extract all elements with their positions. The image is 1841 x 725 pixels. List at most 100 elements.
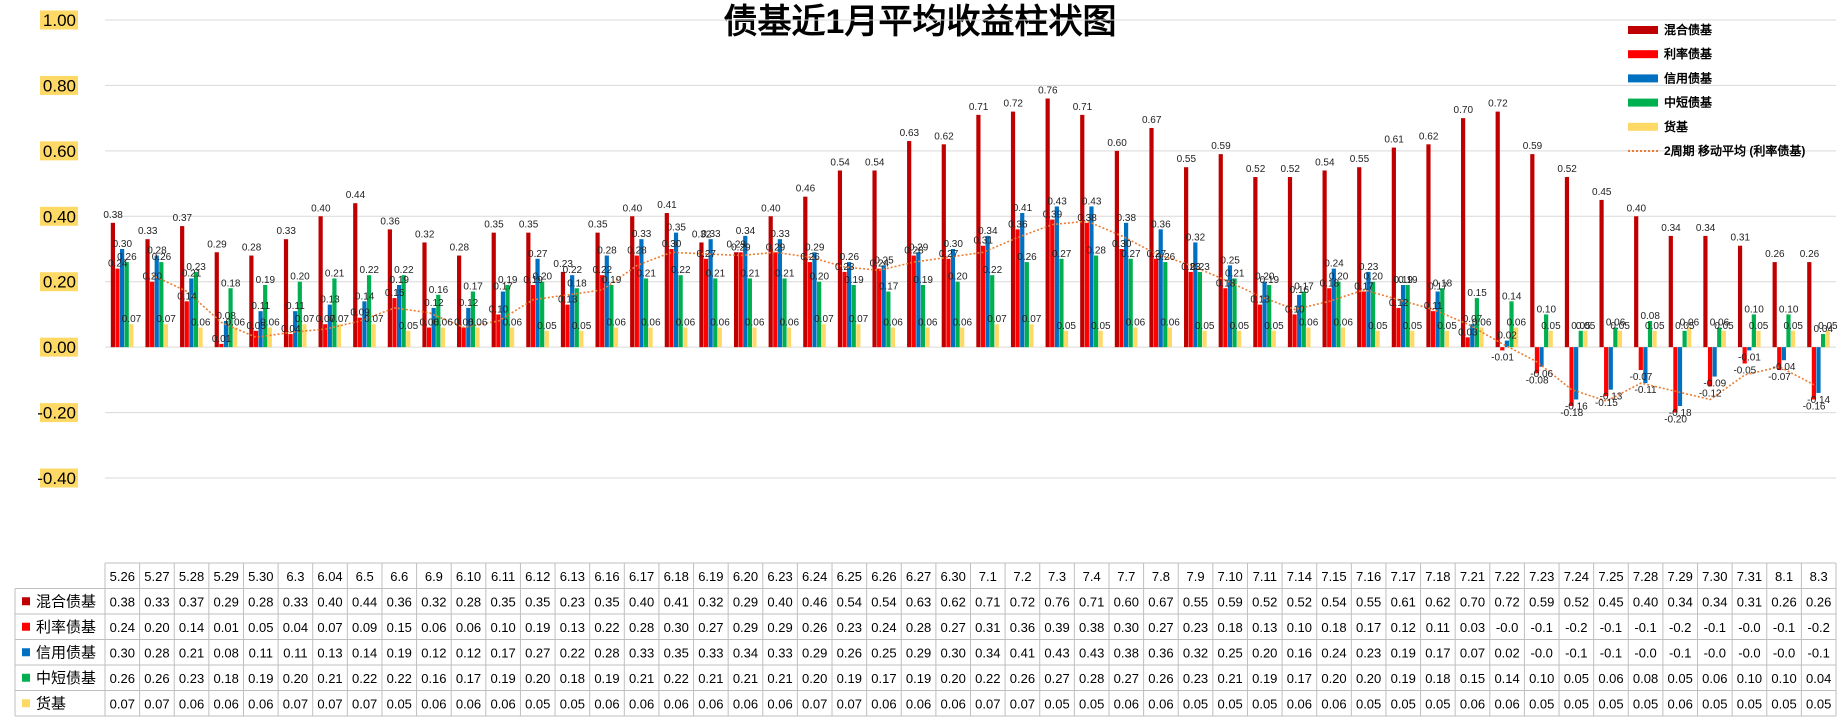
bar bbox=[293, 311, 298, 348]
table-cell: 0.05 bbox=[1252, 696, 1277, 711]
table-cell: 0.06 bbox=[1321, 696, 1346, 711]
table-row-label: 利率债基 bbox=[36, 619, 96, 636]
data-label: 0.05 bbox=[537, 321, 557, 332]
table-cell: 0.52 bbox=[1287, 594, 1312, 609]
table-cell: 0.05 bbox=[1356, 696, 1381, 711]
legend-swatch bbox=[1628, 50, 1658, 59]
data-label: 0.10 bbox=[1779, 304, 1799, 315]
bar bbox=[946, 258, 951, 348]
table-cell: 0.27 bbox=[1044, 671, 1069, 686]
bar bbox=[1751, 314, 1756, 348]
bar bbox=[1811, 347, 1816, 400]
table-cell: 0.28 bbox=[594, 645, 619, 660]
data-label: 0.15 bbox=[1467, 288, 1487, 299]
bar bbox=[1193, 242, 1198, 348]
table-cell: 0.08 bbox=[214, 645, 239, 660]
data-label: 0.17 bbox=[463, 282, 483, 293]
table-cell: 0.19 bbox=[387, 645, 412, 660]
data-label: 0.36 bbox=[380, 216, 400, 227]
data-label: 0.06 bbox=[745, 318, 765, 329]
table-cell: 0.23 bbox=[837, 620, 862, 635]
data-label: 0.45 bbox=[1592, 187, 1612, 198]
data-label: 0.26 bbox=[1156, 252, 1176, 263]
table-cell: 0.21 bbox=[179, 645, 204, 660]
data-label: 0.28 bbox=[147, 246, 167, 257]
table-cell: 0.20 bbox=[1252, 645, 1277, 660]
data-label: 0.10 bbox=[1744, 304, 1764, 315]
y-tick-highlight bbox=[40, 206, 78, 226]
category-label: 7.10 bbox=[1217, 569, 1242, 584]
data-label: 0.19 bbox=[256, 275, 276, 286]
table-cell: 0.06 bbox=[1668, 696, 1693, 711]
table-cell: 0.35 bbox=[525, 594, 550, 609]
bar bbox=[150, 281, 155, 348]
table-cell: 0.32 bbox=[421, 594, 446, 609]
bar bbox=[1163, 262, 1168, 348]
data-label: 0.52 bbox=[1557, 164, 1577, 175]
table-cell: 0.41 bbox=[664, 594, 689, 609]
table-cell: 0.29 bbox=[733, 594, 758, 609]
data-label: 0.35 bbox=[519, 220, 539, 231]
data-label: 0.34 bbox=[978, 226, 998, 237]
table-cell: 0.05 bbox=[1391, 696, 1416, 711]
bar bbox=[1297, 294, 1302, 348]
data-label: 0.41 bbox=[657, 200, 677, 211]
data-label: 0.07 bbox=[987, 314, 1007, 325]
data-label: 0.38 bbox=[1077, 213, 1097, 224]
category-label: 5.26 bbox=[110, 569, 135, 584]
data-label: -0.12 bbox=[1699, 388, 1722, 399]
table-cell: 0.06 bbox=[421, 620, 446, 635]
data-label: 0.07 bbox=[849, 314, 869, 325]
y-tick-label: -0.40 bbox=[37, 469, 76, 488]
bar bbox=[1405, 284, 1410, 348]
data-label: 0.05 bbox=[1784, 321, 1804, 332]
data-label: 0.06 bbox=[1680, 318, 1700, 329]
data-label: 0.02 bbox=[1497, 331, 1517, 342]
table-cell: 0.20 bbox=[802, 671, 827, 686]
data-label: -0.13 bbox=[1600, 392, 1623, 403]
table-cell: 0.19 bbox=[525, 620, 550, 635]
table-cell: 0.43 bbox=[1079, 645, 1104, 660]
data-label: 0.28 bbox=[450, 243, 470, 254]
data-label: 0.07 bbox=[364, 314, 384, 325]
chart-title: 债基近1月平均收益柱状图 bbox=[724, 3, 1117, 41]
data-label: 0.72 bbox=[1488, 99, 1508, 110]
table-cell: 0.45 bbox=[1598, 594, 1623, 609]
data-label: 0.18 bbox=[1216, 278, 1236, 289]
table-cell: 0.09 bbox=[352, 620, 377, 635]
table-cell: 0.28 bbox=[456, 594, 481, 609]
bar bbox=[1564, 177, 1570, 348]
bar bbox=[470, 291, 476, 348]
data-label: 0.14 bbox=[355, 291, 375, 302]
category-label: 6.10 bbox=[456, 569, 481, 584]
bar bbox=[1737, 245, 1743, 348]
data-label: 0.67 bbox=[1142, 115, 1162, 126]
table-cell: -0.0 bbox=[1773, 645, 1795, 660]
table-cell: 0.11 bbox=[249, 645, 273, 660]
bar bbox=[1167, 327, 1173, 348]
table-cell: 0.44 bbox=[352, 594, 377, 609]
data-label: 0.19 bbox=[602, 275, 622, 286]
table-cell: 0.34 bbox=[1702, 594, 1727, 609]
bar bbox=[683, 327, 688, 348]
bar bbox=[743, 235, 748, 348]
bar bbox=[1747, 347, 1752, 351]
bars bbox=[110, 98, 1830, 413]
bar bbox=[1223, 288, 1228, 348]
bar bbox=[1460, 118, 1466, 348]
data-label: 0.10 bbox=[489, 304, 509, 315]
data-label: 0.20 bbox=[1363, 272, 1383, 283]
table-cell: 0.55 bbox=[1183, 594, 1208, 609]
data-label: 0.18 bbox=[1320, 278, 1340, 289]
category-label: 6.27 bbox=[906, 569, 931, 584]
category-label: 6.26 bbox=[871, 569, 896, 584]
table-cell: 0.17 bbox=[1425, 645, 1450, 660]
data-label: 0.06 bbox=[260, 318, 280, 329]
table-cell: 0.72 bbox=[1494, 594, 1519, 609]
bar bbox=[639, 239, 644, 348]
category-label: 7.22 bbox=[1494, 569, 1519, 584]
table-cell: 0.21 bbox=[733, 671, 758, 686]
table-cell: 0.07 bbox=[144, 696, 169, 711]
table-cell: -0.1 bbox=[1565, 645, 1587, 660]
data-label: 0.60 bbox=[1107, 138, 1127, 149]
